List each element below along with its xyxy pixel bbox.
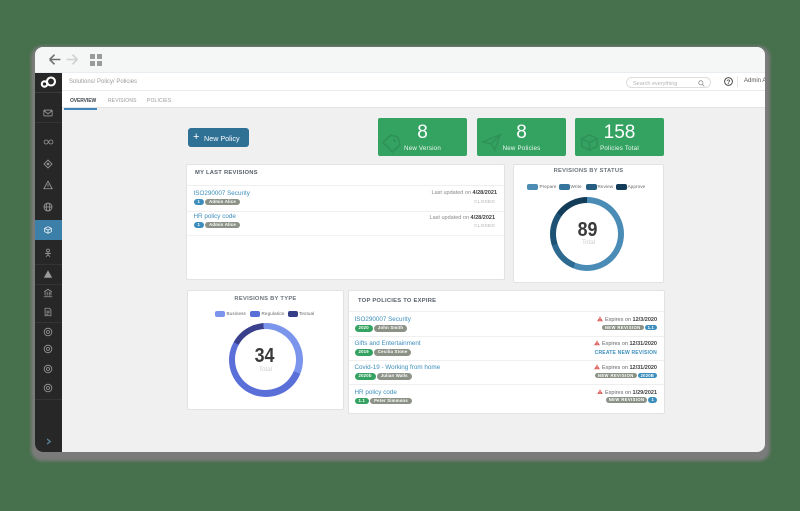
svg-text:?: ? bbox=[727, 79, 731, 86]
